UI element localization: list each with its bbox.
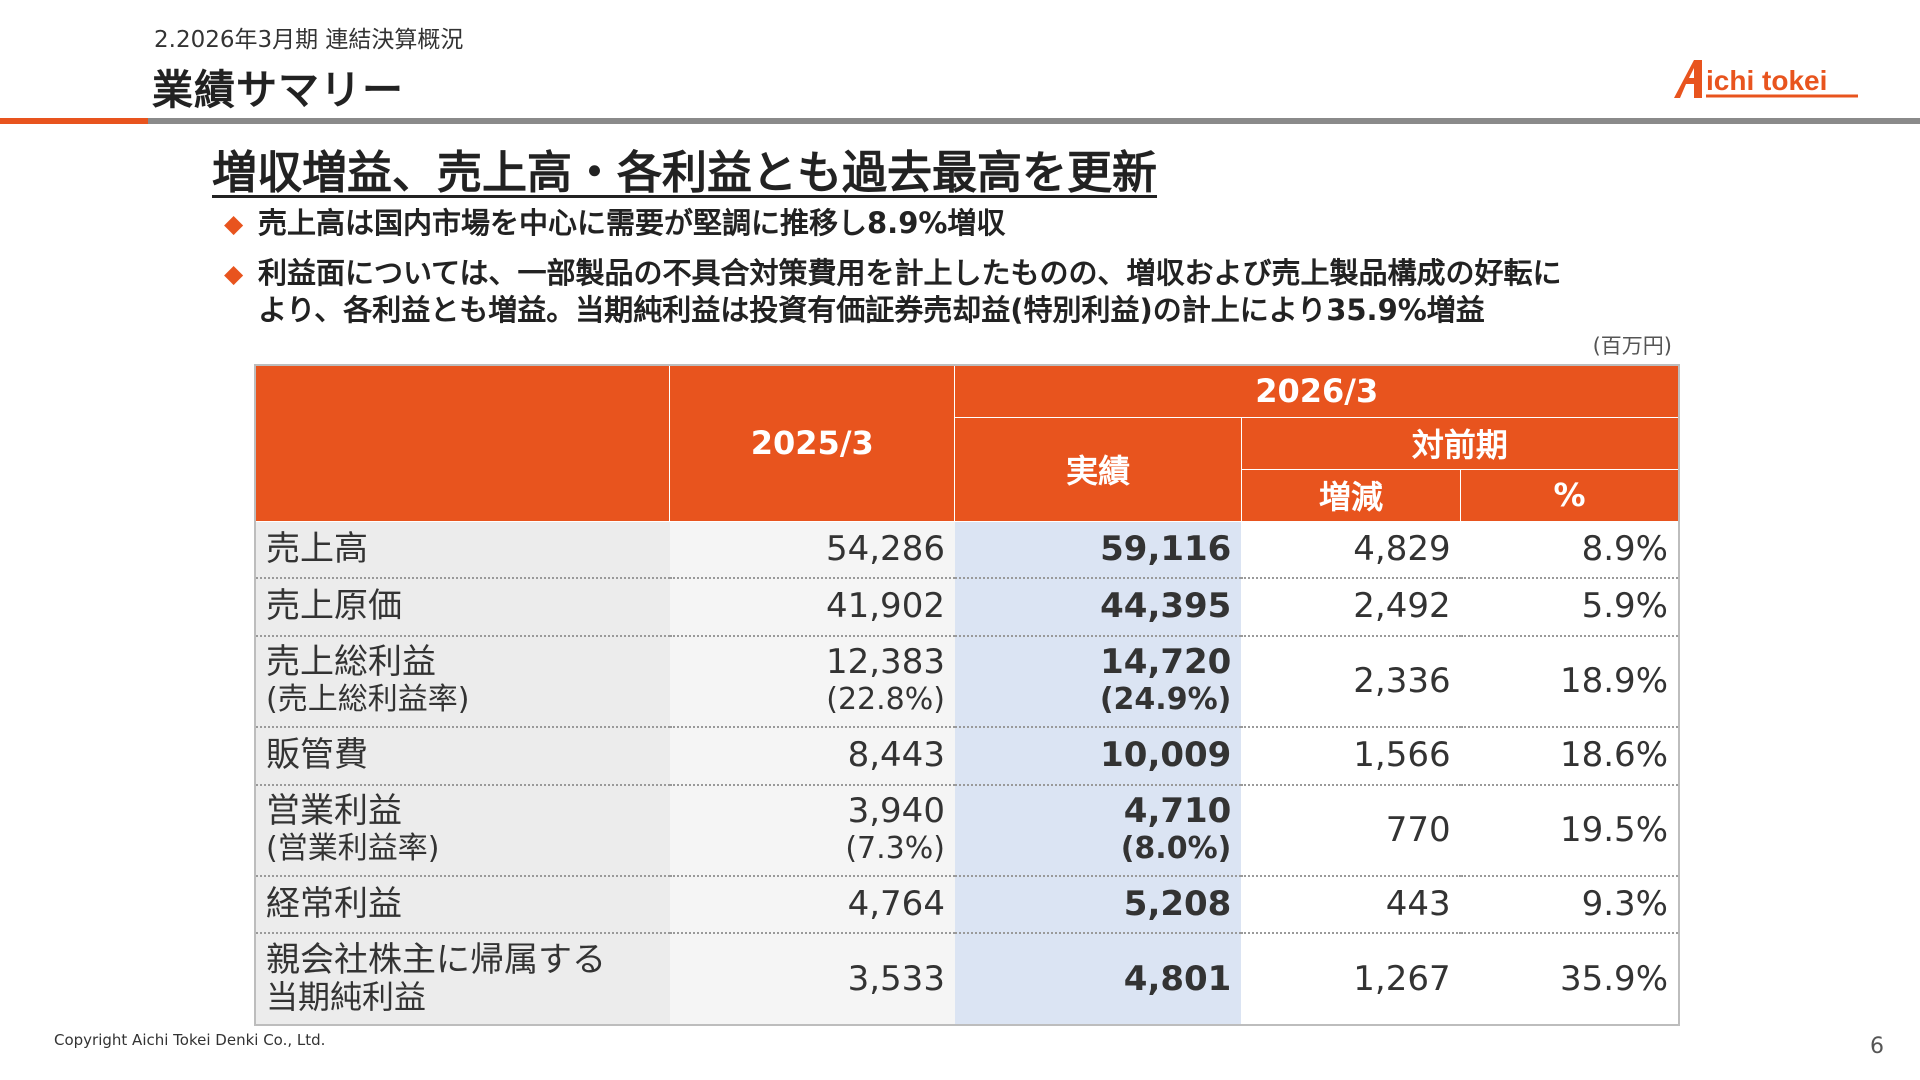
table-row: 売上原価 41,902 44,395 2,492 5.9% [255, 578, 1679, 637]
header-blank [254, 364, 671, 522]
current-ratio: (8.0%) [1120, 831, 1232, 867]
current-value: 4,710 (8.0%) [954, 784, 1242, 878]
current-ratio: (24.9%) [1099, 682, 1232, 718]
table-row: 営業利益 (営業利益率) 3,940 (7.3%) 4,710 (8.0%) 770 … [255, 784, 1679, 878]
table-row: 販管費 8,443 10,009 1,566 18.6% [255, 727, 1679, 786]
current-value: 44,395 [954, 578, 1242, 637]
change-value: 1,267 [1241, 933, 1461, 1025]
diamond-bullet-icon: ◆ [224, 259, 244, 288]
prev-value: 3,940 (7.3%) [669, 784, 955, 878]
section-label: 2.2026年3月期 連結決算概況 [154, 27, 464, 53]
change-value: 1,566 [1241, 727, 1461, 786]
change-value: 443 [1241, 876, 1461, 935]
prev-value: 8,443 [669, 727, 955, 786]
copyright-notice: Copyright Aichi Tokei Denki Co., Ltd. [54, 1031, 326, 1049]
row-sublabel: (売上総利益率) [266, 682, 470, 718]
header-rule [0, 118, 1920, 124]
prev-value: 12,383 (22.8%) [669, 635, 955, 729]
change-value: 4,829 [1241, 521, 1461, 580]
change-value: 2,336 [1241, 635, 1461, 729]
table-row: 親会社株主に帰属する 当期純利益 3,533 4,801 1,267 35.9% [255, 933, 1679, 1025]
header-change: 増減 [1240, 468, 1462, 522]
percent-value: 18.9% [1460, 635, 1679, 729]
percent-value: 19.5% [1460, 784, 1679, 878]
row-sublabel: (営業利益率) [266, 831, 440, 867]
table-row: 売上高 54,286 59,116 4,829 8.9% [255, 521, 1679, 580]
page-title: 業績サマリー [152, 66, 404, 114]
header-current-year: 2026/3 [954, 364, 1680, 418]
header-actual: 実績 [954, 416, 1242, 522]
percent-value: 5.9% [1460, 578, 1679, 637]
row-label: 営業利益 (営業利益率) [255, 784, 670, 878]
unit-label: (百万円) [1592, 334, 1672, 358]
current-value: 4,801 [954, 933, 1242, 1025]
headline: 増収増益、売上高・各利益とも過去最高を更新 [212, 146, 1158, 199]
row-label: 親会社株主に帰属する 当期純利益 [255, 933, 670, 1025]
percent-value: 18.6% [1460, 727, 1679, 786]
prev-ratio: (7.3%) [845, 831, 945, 867]
bullet-text-line-2: より、各利益とも増益。当期純利益は投資有価証券売却益(特別利益)の計上により35… [258, 293, 1485, 327]
current-value: 59,116 [954, 521, 1242, 580]
prev-value: 41,902 [669, 578, 955, 637]
row-sublabel: 当期純利益 [266, 978, 427, 1017]
prev-value: 54,286 [669, 521, 955, 580]
header-yoy: 対前期 [1240, 416, 1680, 470]
current-value: 14,720 (24.9%) [954, 635, 1242, 729]
prev-ratio: (22.8%) [826, 682, 945, 718]
current-value: 10,009 [954, 727, 1242, 786]
change-value: 2,492 [1241, 578, 1461, 637]
svg-text:ichi tokei: ichi tokei [1706, 65, 1827, 96]
row-label: 売上総利益 (売上総利益率) [255, 635, 670, 729]
company-logo: ichi tokei [1672, 58, 1862, 102]
row-label: 経常利益 [255, 876, 670, 935]
row-label: 売上原価 [255, 578, 670, 637]
page-number: 6 [1870, 1034, 1884, 1059]
header-percent: % [1460, 468, 1680, 522]
table-row: 経常利益 4,764 5,208 443 9.3% [255, 876, 1679, 935]
header-rule-accent [0, 118, 148, 124]
change-value: 770 [1241, 784, 1461, 878]
percent-value: 35.9% [1460, 933, 1679, 1025]
percent-value: 9.3% [1460, 876, 1679, 935]
row-label: 売上高 [255, 521, 670, 580]
bullet-text: 売上高は国内市場を中心に需要が堅調に推移し8.9%増収 [258, 206, 1006, 240]
results-summary-table: 2025/3 2026/3 実績 対前期 増減 % 売上高 54,286 59,… [254, 364, 1680, 1026]
prev-value: 3,533 [669, 933, 955, 1025]
percent-value: 8.9% [1460, 521, 1679, 580]
table-row: 売上総利益 (売上総利益率) 12,383 (22.8%) 14,720 (24.9%… [255, 635, 1679, 729]
current-value: 5,208 [954, 876, 1242, 935]
bullet-text-line-1: 利益面については、一部製品の不具合対策費用を計上したものの、増収および売上製品構… [258, 256, 1562, 290]
bullet-text: 利益面については、一部製品の不具合対策費用を計上したものの、増収および売上製品構… [258, 255, 1562, 329]
diamond-bullet-icon: ◆ [224, 209, 244, 238]
row-label: 販管費 [255, 727, 670, 786]
header-prev-year: 2025/3 [669, 364, 956, 522]
prev-value: 4,764 [669, 876, 955, 935]
